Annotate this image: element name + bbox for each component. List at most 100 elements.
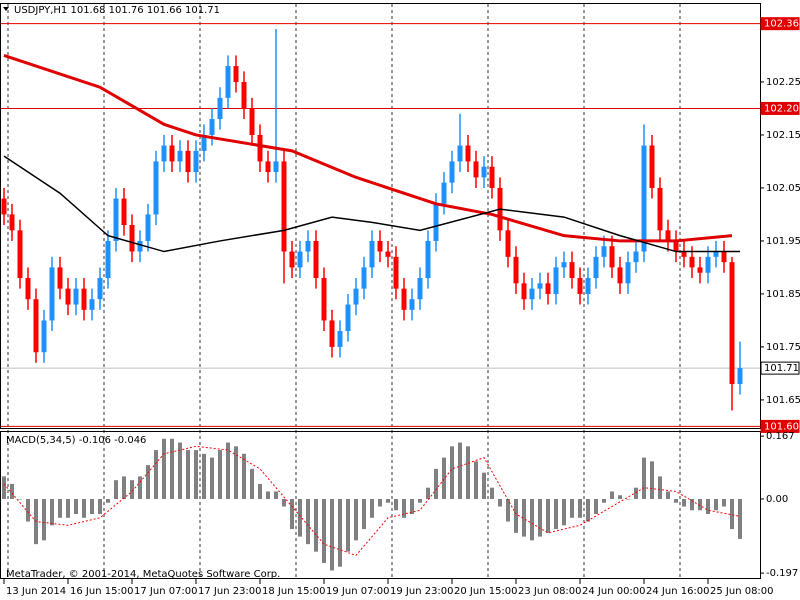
macd-bar [242, 453, 246, 499]
candle-body [489, 166, 495, 188]
candle-body [25, 278, 31, 300]
candle-body [569, 262, 575, 279]
candle-body [49, 267, 55, 321]
macd-bar [650, 461, 654, 499]
candle-body [281, 161, 287, 252]
candle-body [121, 198, 127, 226]
price-level-label: 102.20 [764, 103, 799, 114]
candle-body [649, 145, 655, 188]
macd-bar [322, 498, 326, 563]
y-tick-label: 101.75 [766, 342, 800, 353]
macd-bar [690, 498, 694, 511]
x-tick-label: 16 Jun 15:00 [70, 586, 134, 597]
macd-bar [346, 498, 350, 552]
x-tick-label: 20 Jun 15:00 [454, 586, 518, 597]
macd-bar [26, 498, 30, 522]
macd-bar [306, 498, 310, 545]
price-level-box [760, 17, 800, 31]
x-tick-label: 25 Jun 08:00 [710, 586, 774, 597]
moving-average [3, 54, 733, 243]
candle-body [289, 251, 295, 268]
candle-body [305, 240, 311, 252]
macd-bar [522, 498, 526, 537]
macd-bar [338, 498, 342, 567]
macd-bar [706, 498, 710, 515]
x-tick-label: 19 Jun 07:00 [326, 586, 390, 597]
macd-bar [74, 498, 78, 515]
candle-body [185, 150, 191, 173]
price-level-label: 102.36 [764, 19, 799, 30]
macd-bar [218, 450, 222, 499]
candle-body [417, 278, 423, 300]
candle-body [345, 304, 351, 332]
candle-body [617, 267, 623, 284]
candle-body [577, 278, 583, 294]
candle-body [513, 256, 519, 284]
macd-bar [442, 457, 446, 499]
candle-body [433, 203, 439, 241]
candle-body [641, 145, 647, 252]
macd-bar [330, 498, 334, 571]
candle-body [457, 145, 463, 162]
candle-body [425, 240, 431, 279]
y-tick-label: 102.05 [766, 183, 800, 194]
candle-body [57, 267, 63, 289]
x-tick-label: 24 Jun 16:00 [646, 586, 710, 597]
macd-bar [210, 457, 214, 499]
candle-body [313, 240, 319, 279]
macd-bar [642, 457, 646, 499]
candle-body [401, 288, 407, 310]
macd-bar [362, 498, 366, 530]
candle-body [265, 161, 271, 173]
candle-body [193, 150, 199, 173]
candle-body [153, 161, 159, 215]
price-level-box [760, 101, 800, 115]
candle-body [273, 161, 279, 173]
macd-bar [226, 442, 230, 499]
macd-bar [250, 468, 254, 499]
candle-body [129, 225, 135, 252]
candle-body [217, 97, 223, 120]
plot-layer: 102.25 102.15 102.05 101.95 101.85 101.75 101.… [1, 4, 800, 597]
candle-body [481, 166, 487, 178]
candle-body [473, 161, 479, 178]
candle-body [89, 299, 95, 310]
copyright: MetaTrader, © 2001-2014, MetaQuotes Soft… [6, 569, 280, 580]
candle-body [665, 230, 671, 241]
macd-bar [514, 498, 518, 533]
candle-body [209, 119, 215, 135]
moving-average [3, 155, 740, 253]
symbol-menu-icon[interactable] [3, 7, 9, 11]
macd-bar [58, 498, 62, 518]
macd-bar [290, 498, 294, 530]
y-tick-label: 101.65 [766, 395, 800, 406]
macd-bar [154, 450, 158, 499]
candle-body [81, 288, 87, 310]
macd-bar [658, 476, 662, 499]
macd-bar [530, 498, 534, 541]
candle-body [65, 288, 71, 305]
candle-body [705, 256, 711, 273]
candle-body [385, 251, 391, 257]
macd-bar [666, 491, 670, 499]
macd-bar [426, 487, 430, 499]
macd-bar [394, 498, 398, 511]
y-tick-label: 102.15 [766, 130, 800, 141]
price-level-box [760, 419, 800, 433]
y-tick-label: 102.25 [766, 77, 800, 88]
candle-body [241, 81, 247, 109]
candle-body [633, 251, 639, 263]
candle-body [409, 299, 415, 310]
candle-body [689, 256, 695, 268]
macd-bar [546, 498, 550, 533]
candle-body [737, 368, 743, 385]
macd-bar [482, 472, 486, 499]
macd-bar [602, 498, 606, 503]
candle-body [361, 267, 367, 289]
candle-body [601, 246, 607, 257]
macd-bar [386, 498, 390, 503]
signal-line [3, 445, 741, 557]
candle-body [137, 240, 143, 252]
candle-body [105, 240, 111, 279]
